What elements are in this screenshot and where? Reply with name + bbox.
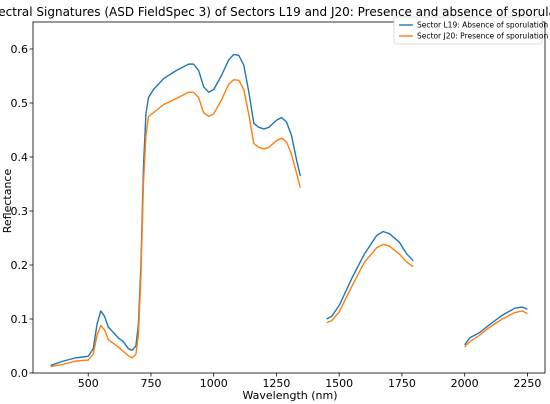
plot-area: 500 750 1000 1250 1500 1750 2000 2250 0.0 0.1 0.2 0… — [11, 16, 548, 390]
y-tick-label: 0.5 — [11, 97, 29, 110]
chart-title: Spectral Signatures (ASD FieldSpec 3) of… — [0, 5, 550, 19]
x-tick-label: 2250 — [513, 377, 541, 390]
plot-frame — [32, 21, 546, 374]
legend-box — [393, 16, 543, 45]
legend: Sector L19: Absence of sporulation Sector… — [393, 16, 548, 45]
x-tick-label: 1750 — [388, 377, 416, 390]
legend-label-2: Sector J20: Presence of sporulation — [417, 32, 548, 41]
y-tick-label: 0.0 — [11, 367, 29, 380]
y-axis-label: Reflectance — [1, 169, 14, 234]
x-tick-label: 1500 — [325, 377, 353, 390]
y-tick-label: 0.6 — [11, 43, 29, 56]
y-tick-label: 0.1 — [11, 313, 29, 326]
x-tick-label: 2000 — [451, 377, 479, 390]
x-tick-label: 1000 — [200, 377, 228, 390]
series-line-1-segment-1 — [50, 53, 301, 367]
x-tick-label: 500 — [78, 377, 99, 390]
y-tick-label: 0.3 — [11, 205, 29, 218]
series-line-2-segment-1 — [50, 79, 301, 368]
x-tick-label: 1250 — [262, 377, 290, 390]
y-tick-label: 0.2 — [11, 259, 29, 272]
legend-label-1: Sector L19: Absence of sporulation — [417, 21, 548, 30]
series-line-2-segment-2 — [326, 243, 414, 324]
series-line-2-segment-3 — [464, 310, 528, 348]
x-axis-label: Wavelength (nm) — [242, 389, 337, 402]
y-tick-label: 0.4 — [11, 151, 29, 164]
series-line-1-segment-3 — [464, 306, 528, 346]
series-line-1-segment-2 — [326, 230, 414, 320]
x-tick-label: 750 — [140, 377, 161, 390]
